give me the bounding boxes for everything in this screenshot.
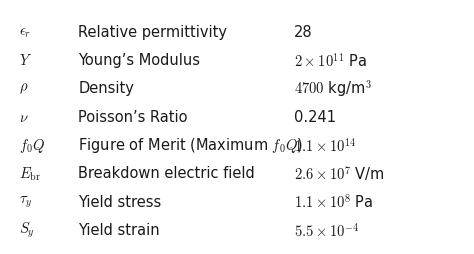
Text: $2 \times 10^{11}$ Pa: $2 \times 10^{11}$ Pa	[294, 51, 367, 69]
Text: Figure of Merit (Maximum $f_0Q$): Figure of Merit (Maximum $f_0Q$)	[78, 135, 303, 154]
Text: $E_{\rm br}$: $E_{\rm br}$	[19, 165, 41, 182]
Text: Poisson’s Ratio: Poisson’s Ratio	[78, 109, 188, 124]
Text: $\rho$: $\rho$	[19, 81, 28, 96]
Text: 28: 28	[294, 24, 312, 39]
Text: 0.241: 0.241	[294, 109, 336, 124]
Text: $4700$ kg/m$^3$: $4700$ kg/m$^3$	[294, 78, 372, 99]
Text: Breakdown electric field: Breakdown electric field	[78, 166, 255, 181]
Text: Yield strain: Yield strain	[78, 222, 160, 237]
Text: $S_y$: $S_y$	[19, 220, 35, 239]
Text: $Y$: $Y$	[19, 53, 32, 68]
Text: Density: Density	[78, 81, 134, 96]
Text: $\nu$: $\nu$	[19, 109, 28, 124]
Text: Relative permittivity: Relative permittivity	[78, 24, 227, 39]
Text: $f_0Q$: $f_0Q$	[19, 136, 45, 154]
Text: Young’s Modulus: Young’s Modulus	[78, 53, 200, 68]
Text: $2.6 \times 10^{7}$ V/m: $2.6 \times 10^{7}$ V/m	[294, 164, 385, 183]
Text: $1.1 \times 10^{8}$ Pa: $1.1 \times 10^{8}$ Pa	[294, 193, 374, 210]
Text: $\tau_y$: $\tau_y$	[19, 194, 32, 209]
Text: $1.1 \times 10^{14}$: $1.1 \times 10^{14}$	[294, 136, 356, 154]
Text: Yield stress: Yield stress	[78, 194, 162, 209]
Text: $\epsilon_r$: $\epsilon_r$	[19, 24, 31, 39]
Text: $5.5 \times 10^{-4}$: $5.5 \times 10^{-4}$	[294, 221, 359, 239]
